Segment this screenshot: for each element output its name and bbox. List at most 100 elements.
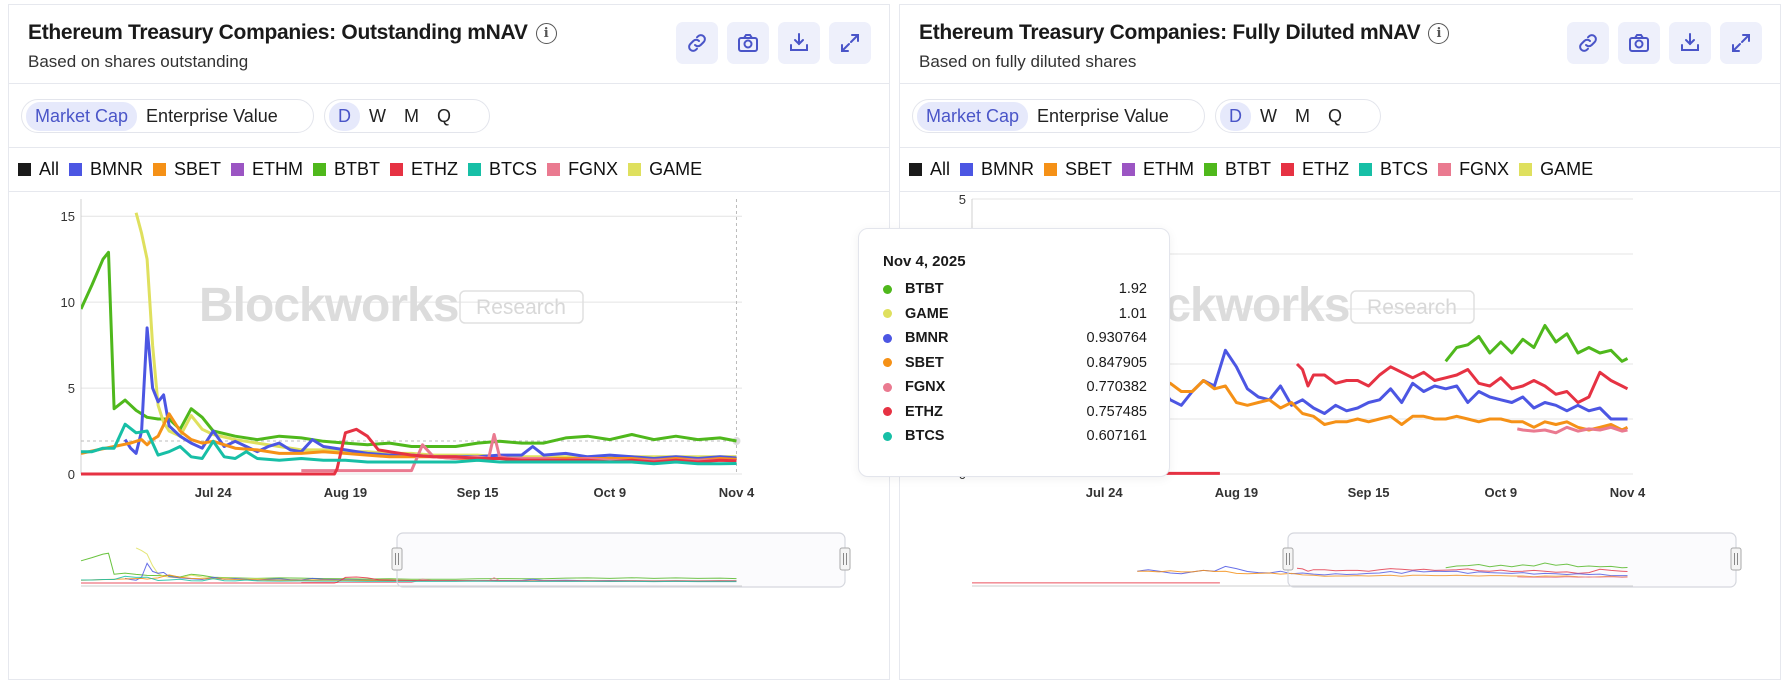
series-line-bmnr[interactable] (123, 326, 737, 460)
x-tick-label: Nov 4 (1610, 485, 1646, 500)
navigator-line-btbt (1445, 562, 1628, 569)
expand-button[interactable] (829, 22, 871, 64)
legend-item-btbt[interactable]: BTBT (313, 159, 380, 180)
screenshot-button[interactable] (727, 22, 769, 64)
tooltip-dot (883, 382, 892, 392)
link-button[interactable] (1567, 22, 1609, 64)
tooltip-series-name: FGNX (905, 379, 946, 395)
series-line-game[interactable] (134, 212, 737, 459)
tooltip-row: SBET 0.847905 (883, 353, 1147, 373)
tooltip-dot (883, 358, 892, 367)
period-w[interactable]: W (369, 105, 386, 126)
legend: All BMNR SBET ETHM BTBT ETHZ BTCS FGNX G… (900, 148, 1780, 192)
legend-item-bmnr[interactable]: BMNR (69, 159, 143, 180)
navigator-line-btbt (80, 552, 737, 580)
legend-item-btbt[interactable]: BTBT (1204, 159, 1271, 180)
enterprise-value-option[interactable]: Enterprise Value (146, 105, 278, 126)
expand-icon (841, 34, 859, 52)
watermark-sub: Research (476, 296, 566, 319)
legend-swatch (69, 163, 83, 176)
navigator-handle-left[interactable] (391, 547, 403, 571)
toolbar (676, 22, 871, 64)
legend-item-game[interactable]: GAME (628, 159, 702, 180)
period-d[interactable]: D (329, 101, 360, 131)
x-tick-label: Aug 19 (324, 485, 367, 500)
y-tick-label: 10 (61, 295, 75, 310)
series-line-btcs[interactable] (81, 422, 737, 466)
legend-item-all[interactable]: All (18, 159, 59, 180)
watermark-brand: Blockworks (199, 279, 458, 332)
market-cap-option[interactable]: Market Cap (26, 101, 138, 131)
tooltip-series-name: BMNR (905, 330, 949, 346)
series-line-ethz[interactable] (1295, 362, 1629, 404)
tooltip-value: 0.607161 (1086, 428, 1147, 444)
period-m[interactable]: M (1295, 105, 1310, 126)
legend-item-bmnr[interactable]: BMNR (960, 159, 1034, 180)
legend-swatch (628, 163, 642, 176)
period-m[interactable]: M (404, 105, 419, 126)
y-tick-label: 5 (959, 192, 966, 207)
period-q[interactable]: Q (1328, 105, 1343, 126)
legend-item-ethz[interactable]: ETHZ (390, 159, 458, 180)
navigator-window[interactable] (396, 532, 846, 588)
period-toggle: D W M Q (324, 99, 490, 133)
legend-swatch (1281, 163, 1295, 176)
series-line-btbt[interactable] (81, 250, 737, 448)
series-line-sbet[interactable] (1137, 379, 1629, 432)
period-w[interactable]: W (1260, 105, 1277, 126)
chart-plot-outstanding[interactable]: 0 5 10 15 Blockworks Research Jul 24 Aug 19 Sep … (9, 191, 889, 679)
legend-item-sbet[interactable]: SBET (1044, 159, 1112, 180)
legend-item-ethm[interactable]: ETHM (231, 159, 303, 180)
navigator-handle-left[interactable] (1282, 547, 1294, 571)
legend-item-ethz[interactable]: ETHZ (1281, 159, 1349, 180)
legend-item-fgnx[interactable]: FGNX (547, 159, 618, 180)
legend-item-game[interactable]: GAME (1519, 159, 1593, 180)
navigator-handle-right[interactable] (1730, 547, 1742, 571)
link-button[interactable] (676, 22, 718, 64)
navigator-window[interactable] (1287, 532, 1737, 588)
navigator-line-ethz (1296, 567, 1628, 574)
chart-title: Ethereum Treasury Companies: Fully Dilut… (919, 21, 1450, 45)
series-line-ethz[interactable] (81, 427, 737, 476)
legend-item-fgnx[interactable]: FGNX (1438, 159, 1509, 180)
legend-swatch (1122, 163, 1136, 176)
legend-swatch (390, 163, 404, 176)
legend-swatch (1204, 163, 1218, 176)
period-q[interactable]: Q (437, 105, 452, 126)
control-row: Market Cap Enterprise Value D W M Q (900, 84, 1780, 148)
info-icon[interactable]: i (535, 23, 557, 44)
tooltip-series-name: GAME (905, 305, 949, 322)
tooltip-series-name: BTBT (905, 281, 944, 297)
market-cap-option[interactable]: Market Cap (917, 101, 1029, 131)
legend-item-btcs[interactable]: BTCS (1359, 159, 1428, 180)
y-tick-label: 0 (68, 467, 75, 482)
legend-swatch (1438, 163, 1452, 176)
x-tick-label: Oct 9 (594, 485, 627, 500)
tooltip-dot (883, 431, 892, 441)
info-icon[interactable]: i (1428, 23, 1450, 44)
legend-item-all[interactable]: All (909, 159, 950, 180)
download-button[interactable] (778, 22, 820, 64)
tooltip-row: BTCS 0.607161 (883, 426, 1147, 446)
series-line-fgnx[interactable] (1517, 425, 1628, 435)
camera-icon (1629, 34, 1649, 52)
y-tick-label: 15 (61, 209, 75, 224)
series-line-bmnr[interactable] (1136, 348, 1628, 421)
legend-swatch (1359, 163, 1373, 176)
series-line-btbt[interactable] (1444, 324, 1629, 363)
enterprise-value-option[interactable]: Enterprise Value (1037, 105, 1169, 126)
tooltip-row: ETHZ 0.757485 (883, 402, 1147, 422)
legend-swatch (909, 163, 922, 176)
period-d[interactable]: D (1220, 101, 1251, 131)
legend-item-btcs[interactable]: BTCS (468, 159, 537, 180)
metric-toggle: Market Cap Enterprise Value (912, 99, 1205, 133)
legend-swatch (231, 163, 245, 176)
download-button[interactable] (1669, 22, 1711, 64)
chart-subtitle: Based on fully diluted shares (919, 52, 1137, 71)
legend-item-ethm[interactable]: ETHM (1122, 159, 1194, 180)
expand-button[interactable] (1720, 22, 1762, 64)
legend-item-sbet[interactable]: SBET (153, 159, 221, 180)
screenshot-button[interactable] (1618, 22, 1660, 64)
panel-header: Ethereum Treasury Companies: Outstanding… (9, 5, 889, 84)
navigator-handle-right[interactable] (839, 547, 851, 571)
